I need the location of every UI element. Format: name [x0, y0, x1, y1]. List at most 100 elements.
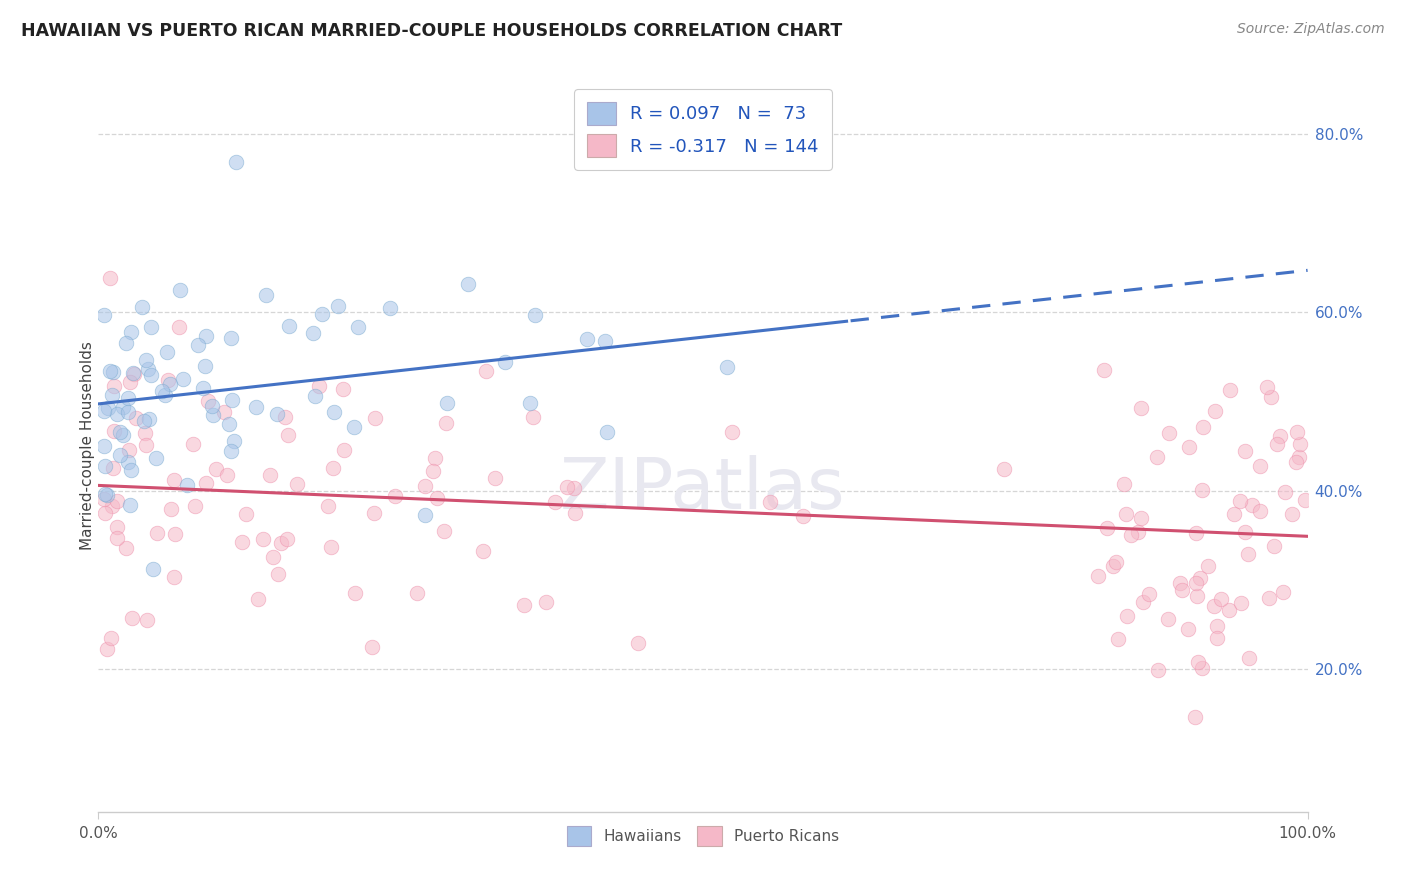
Point: [97, 401, 120, 415]
Point: [721, 425, 744, 439]
Point: [120, 498, 142, 512]
Point: [278, 318, 301, 333]
Point: [1294, 493, 1316, 508]
Point: [135, 438, 157, 452]
Point: [165, 527, 187, 541]
Point: [1119, 528, 1142, 542]
Point: [484, 471, 506, 485]
Point: [195, 475, 218, 490]
Point: [1286, 425, 1309, 439]
Point: [93, 308, 115, 322]
Point: [308, 379, 330, 393]
Point: [759, 494, 782, 508]
Point: [98, 270, 121, 285]
Point: [139, 319, 162, 334]
Point: [1233, 525, 1256, 540]
Point: [122, 366, 145, 380]
Point: [1272, 584, 1295, 599]
Point: [1115, 609, 1137, 624]
Point: [344, 585, 367, 599]
Point: [384, 490, 406, 504]
Point: [1209, 592, 1232, 607]
Point: [1184, 710, 1206, 724]
Point: [152, 384, 174, 398]
Point: [221, 392, 243, 407]
Point: [247, 592, 270, 607]
Point: [1230, 596, 1253, 610]
Point: [103, 425, 125, 439]
Point: [1185, 526, 1208, 541]
Point: [215, 468, 238, 483]
Point: [1239, 651, 1261, 665]
Point: [262, 549, 284, 564]
Point: [110, 448, 132, 462]
Point: [115, 541, 138, 555]
Point: [311, 307, 333, 321]
Point: [155, 345, 177, 359]
Point: [1114, 477, 1136, 491]
Point: [494, 354, 516, 368]
Point: [1256, 379, 1278, 393]
Point: [1241, 498, 1264, 512]
Point: [1260, 390, 1282, 404]
Point: [118, 375, 141, 389]
Point: [1258, 591, 1281, 606]
Point: [1289, 437, 1312, 451]
Point: [125, 410, 148, 425]
Point: [117, 391, 139, 405]
Point: [346, 319, 368, 334]
Point: [135, 613, 157, 627]
Point: [332, 382, 354, 396]
Point: [534, 594, 557, 608]
Point: [1249, 503, 1271, 517]
Point: [201, 400, 224, 414]
Legend: Hawaiians, Puerto Ricans: Hawaiians, Puerto Ricans: [561, 820, 845, 852]
Point: [184, 499, 207, 513]
Point: [169, 320, 191, 334]
Point: [1184, 576, 1206, 591]
Point: [524, 308, 547, 322]
Point: [159, 502, 181, 516]
Point: [1205, 632, 1227, 646]
Point: [422, 464, 444, 478]
Point: [98, 364, 121, 378]
Point: [205, 462, 228, 476]
Point: [197, 394, 219, 409]
Point: [105, 407, 128, 421]
Point: [235, 507, 257, 521]
Point: [436, 396, 458, 410]
Point: [1130, 401, 1153, 415]
Point: [519, 396, 541, 410]
Point: [94, 506, 117, 520]
Point: [627, 635, 650, 649]
Point: [475, 364, 498, 378]
Point: [322, 405, 344, 419]
Point: [100, 631, 122, 645]
Point: [93, 491, 115, 506]
Point: [1130, 511, 1153, 525]
Point: [1187, 590, 1209, 604]
Point: [1202, 599, 1225, 614]
Point: [564, 506, 586, 520]
Point: [576, 332, 599, 346]
Point: [231, 534, 253, 549]
Point: [413, 508, 436, 522]
Point: [1191, 483, 1213, 497]
Point: [380, 301, 402, 315]
Point: [593, 334, 616, 349]
Point: [1132, 595, 1154, 609]
Point: [121, 611, 143, 625]
Point: [101, 499, 124, 513]
Point: [544, 495, 567, 509]
Point: [118, 443, 141, 458]
Point: [259, 468, 281, 483]
Point: [319, 540, 342, 554]
Point: [1168, 575, 1191, 590]
Point: [522, 410, 544, 425]
Point: [1137, 587, 1160, 601]
Point: [1206, 619, 1229, 633]
Point: [120, 325, 142, 339]
Point: [333, 443, 356, 458]
Point: [219, 331, 242, 345]
Point: [93, 439, 115, 453]
